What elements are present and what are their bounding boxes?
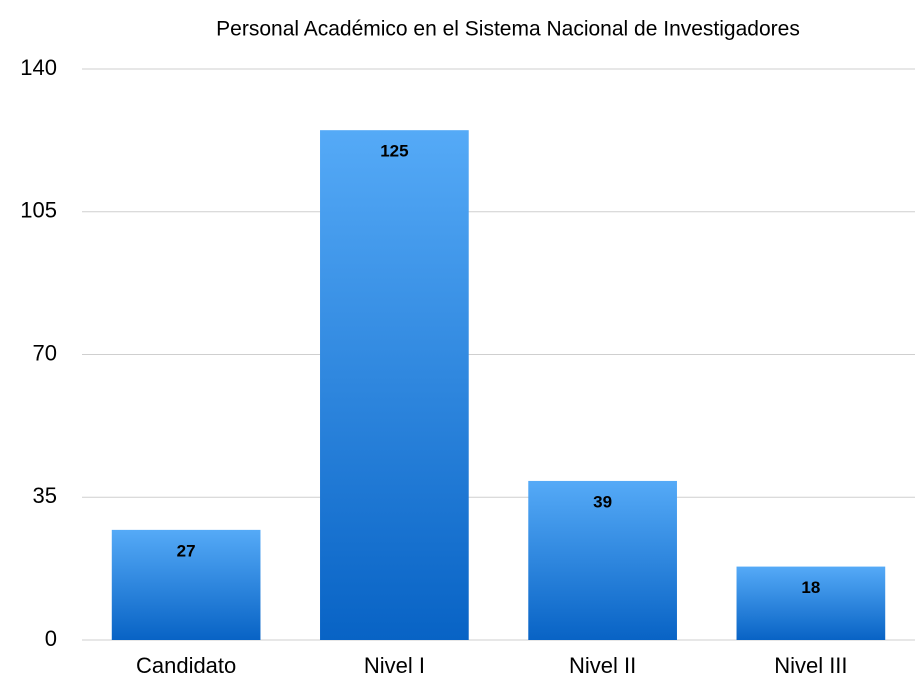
- value-label: 27: [177, 541, 196, 560]
- bar: [320, 130, 469, 640]
- value-label: 39: [593, 492, 612, 511]
- value-label: 18: [801, 578, 820, 597]
- y-tick-label: 0: [45, 626, 57, 651]
- x-tick-label: Nivel I: [364, 653, 425, 678]
- bar: [111, 529, 261, 640]
- y-tick-label: 105: [20, 198, 57, 223]
- y-tick-label: 70: [33, 340, 57, 365]
- x-tick-label: Nivel III: [774, 653, 847, 678]
- y-tick-label: 35: [33, 483, 57, 508]
- bar: [528, 480, 677, 640]
- x-tick-label: Candidato: [136, 653, 236, 678]
- x-tick-label: Nivel II: [569, 653, 636, 678]
- value-label: 125: [380, 142, 408, 161]
- y-tick-label: 140: [20, 55, 57, 80]
- chart-title: Personal Académico en el Sistema Naciona…: [216, 18, 800, 41]
- bar: [736, 566, 886, 640]
